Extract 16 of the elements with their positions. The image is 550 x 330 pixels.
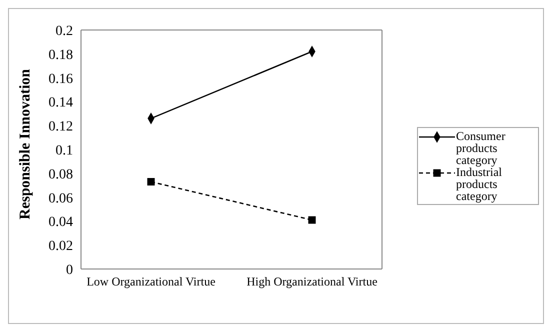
y-tick-label: 0.12 (48, 120, 73, 135)
y-tick-label: 0.16 (48, 72, 73, 87)
y-tick-label: 0.04 (48, 215, 73, 230)
y-tick-label: 0.2 (56, 24, 73, 39)
y-tick-label: 0.18 (48, 48, 73, 63)
point (147, 178, 155, 186)
y-axis-title: Responsible Innovation (17, 68, 34, 220)
legend-label: Consumer products category (456, 129, 506, 167)
x-tick-label: Low Organizational Virtue (86, 274, 216, 289)
y-tick-label: 0.1 (56, 143, 73, 158)
y-tick-label: 0.08 (48, 167, 73, 182)
y-tick-label: 0.06 (48, 191, 73, 206)
y-tick-label: 0.02 (48, 239, 73, 254)
x-tick-label: High Organizational Virtue (246, 274, 378, 289)
y-tick-label: 0 (66, 262, 73, 278)
y-tick-label: 0.14 (48, 96, 73, 111)
